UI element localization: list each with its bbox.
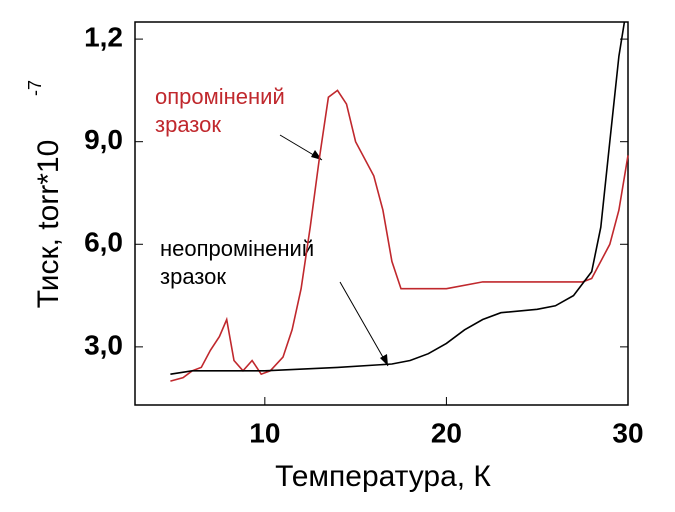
annotation: неопромінений: [160, 236, 314, 261]
y-tick-label: 3,0: [84, 329, 123, 360]
line-series: [170, 89, 629, 382]
x-tick-label: 20: [431, 417, 462, 448]
plot-frame: [134, 21, 629, 406]
y-axis-label-group: Тиск, torr*10 -7: [25, 80, 65, 308]
y-tick-label: 1,2: [84, 21, 123, 52]
y-tick-label: 6,0: [84, 227, 123, 258]
annotation: опромінений: [155, 84, 285, 109]
annotation: зразок: [160, 264, 226, 289]
arrow-head: [380, 354, 388, 366]
annotation: зразок: [155, 112, 221, 137]
line-series: [170, 21, 626, 375]
annotation-arrow: [339, 281, 389, 367]
y-axis-label-exponent: -7: [25, 80, 45, 96]
x-tick-label: 30: [612, 417, 643, 448]
x-tick-label: 10: [249, 417, 280, 448]
y-tick-label: 9,0: [84, 124, 123, 155]
y-axis-label: Тиск, torr*10: [32, 140, 65, 309]
x-axis-label: Температура, К: [275, 460, 491, 493]
